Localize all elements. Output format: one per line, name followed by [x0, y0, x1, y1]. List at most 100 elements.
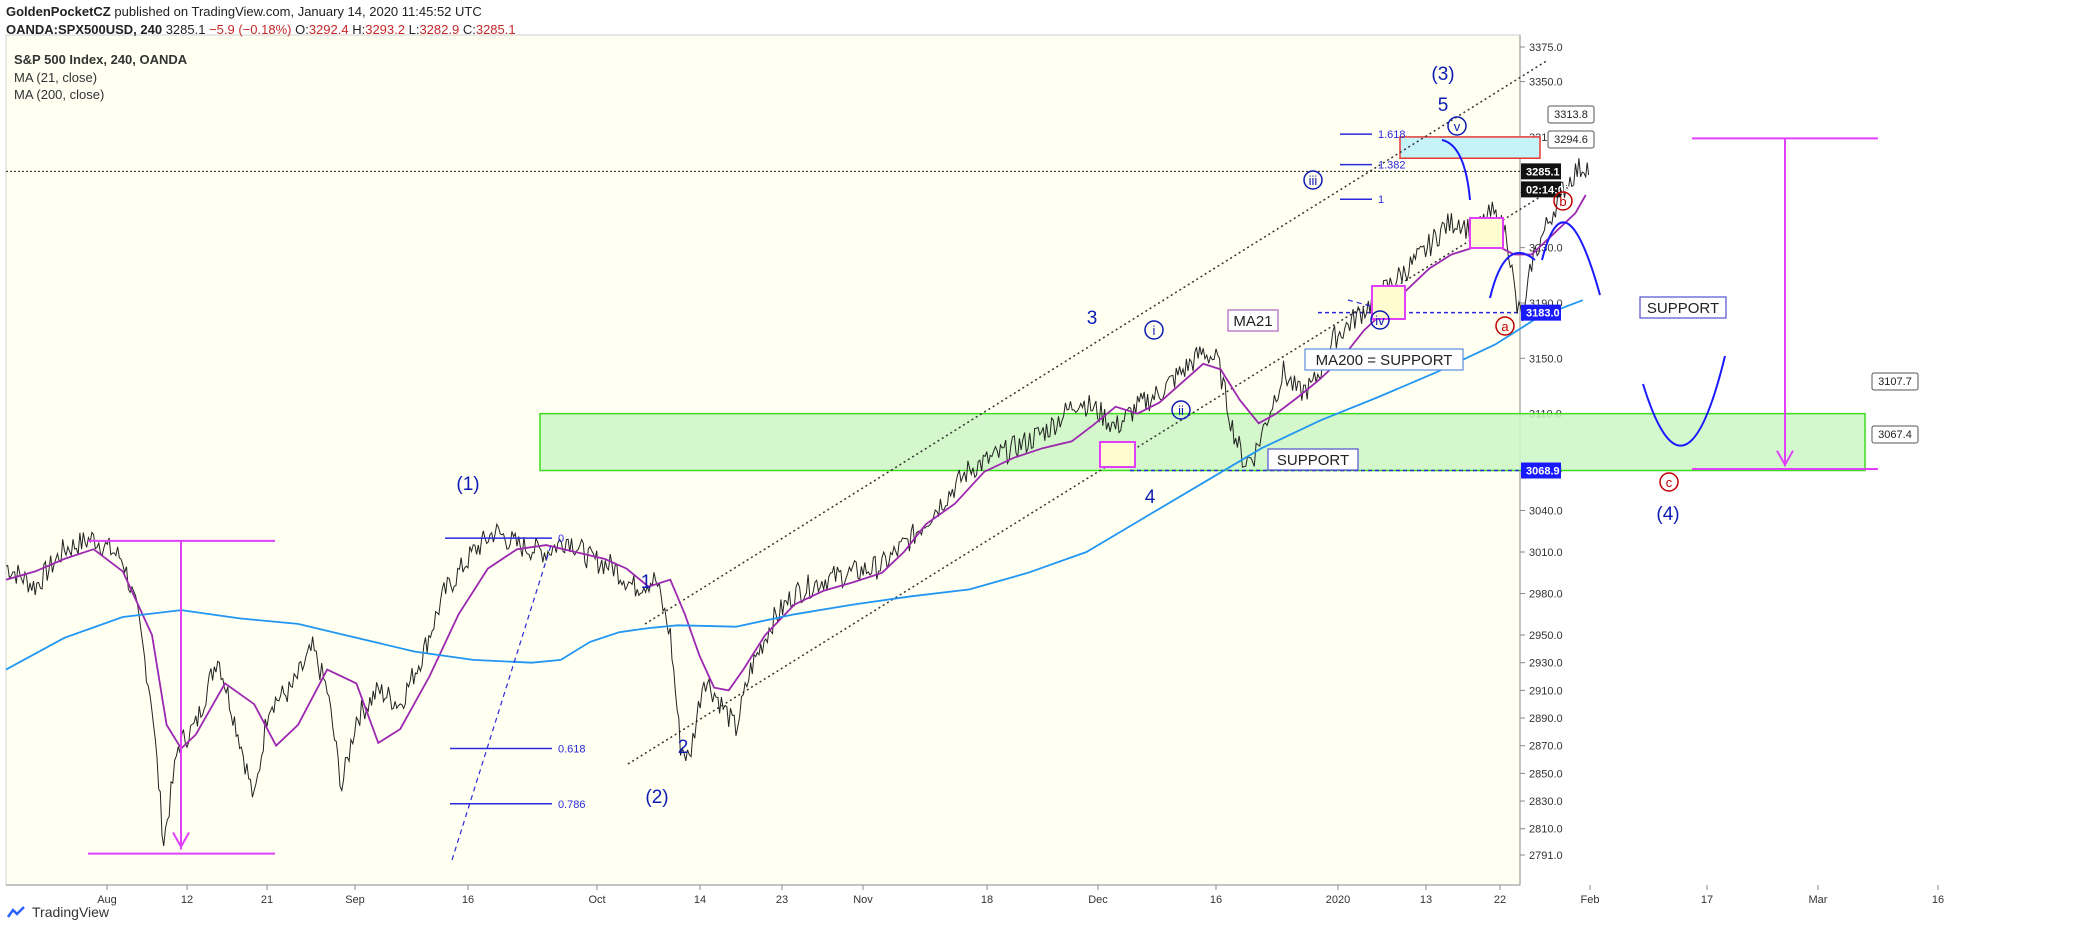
footer: TradingView — [6, 904, 109, 920]
subwave-i: i — [1153, 323, 1156, 338]
subwave-iv: iv — [1375, 313, 1385, 328]
fib-trend-line — [451, 541, 553, 861]
tag-current-price: 3285.1 — [1526, 166, 1560, 178]
legend-ma200[interactable]: MA (200, close) — [14, 87, 105, 102]
callout-3313-box — [1547, 105, 1595, 124]
annotation-support-upper-box — [1639, 296, 1727, 319]
y-tick-label: 2910.0 — [1529, 685, 1563, 697]
y-tick-label: 2870.0 — [1529, 741, 1563, 753]
marker-box-b — [1469, 217, 1504, 249]
wave-label-2: 2 — [678, 737, 689, 758]
range-arrowhead-2 — [1776, 450, 1794, 467]
callout-3067: 3067.4 — [1878, 429, 1912, 441]
low-value: 3282.9 — [419, 22, 460, 37]
abc-label-a-circle — [1495, 316, 1515, 336]
annotation-ma21: MA21 — [1233, 313, 1272, 330]
author-name[interactable]: GoldenPocketCZ — [6, 4, 111, 19]
tradingview-brand[interactable]: TradingView — [32, 904, 110, 920]
fib-0618-label: 0.618 — [558, 743, 586, 755]
annotation-support-upper: SUPPORT — [1647, 300, 1719, 317]
y-tick-label: 2890.0 — [1529, 713, 1563, 725]
callout-3294: 3294.6 — [1554, 134, 1588, 146]
ohlc-line: OANDA:SPX500USD, 240 3285.1 −5.9 (−0.18%… — [6, 22, 516, 37]
wave-label-4-major: (4) — [1656, 504, 1679, 525]
x-tick-label: 17 — [1701, 894, 1713, 906]
wave-label-1-major: (1) — [456, 474, 479, 495]
fib-1382-label: 1.382 — [1378, 160, 1406, 172]
x-tick-label: 23 — [776, 894, 788, 906]
wave-label-5: 5 — [1438, 95, 1449, 116]
x-tick-label: Dec — [1088, 894, 1108, 906]
annotation-ma200-support: MA200 = SUPPORT — [1316, 352, 1453, 369]
legend-ma21[interactable]: MA (21, close) — [14, 70, 98, 85]
high-value: 3293.2 — [365, 22, 405, 37]
publish-info: published on TradingView.com, January 14… — [114, 4, 482, 19]
tradingview-logo-icon — [6, 906, 25, 918]
projection-arrow-2 — [1489, 251, 1536, 299]
marker-box-4 — [1099, 441, 1136, 468]
callout-3107-box — [1871, 372, 1919, 391]
callout-3107: 3107.7 — [1878, 376, 1912, 388]
callout-3313: 3313.8 — [1554, 109, 1588, 121]
x-tick-label: 21 — [261, 894, 273, 906]
fib-1-label: 1 — [1378, 194, 1384, 206]
close-label: C: — [462, 22, 476, 37]
chart-title: S&P 500 Index, 240, OANDA — [14, 52, 188, 67]
annotation-ma21-box — [1227, 309, 1279, 332]
y-tick-label: 3010.0 — [1529, 547, 1563, 559]
x-tick-label: 14 — [694, 894, 706, 906]
y-tick-label: 3150.0 — [1529, 353, 1563, 365]
projection-arrow-3 — [1541, 221, 1601, 296]
fib-0-label: 0 — [558, 533, 564, 545]
tag-support-3068: 3068.9 — [1526, 466, 1560, 478]
y-tick-label: 3375.0 — [1529, 42, 1563, 54]
subwave-iv-circle — [1370, 310, 1390, 330]
wave-label-1: 1 — [641, 572, 652, 593]
abc-label-b: b — [1559, 194, 1566, 209]
target-zone — [1399, 136, 1541, 159]
annotation-ma200-support-box — [1304, 348, 1464, 371]
range-arrowhead-1 — [172, 832, 190, 849]
x-tick-label: 12 — [181, 894, 193, 906]
fib-1618-label: 1.618 — [1378, 129, 1406, 141]
wave-label-3-major: (3) — [1431, 64, 1454, 85]
y-tick-label: 3040.0 — [1529, 505, 1563, 517]
fib-0786-label: 0.786 — [558, 799, 586, 811]
subwave-ii: ii — [1178, 403, 1184, 418]
x-tick-label: Nov — [853, 894, 873, 906]
y-tick-label: 2850.0 — [1529, 768, 1563, 780]
subwave-iii-circle — [1303, 170, 1323, 190]
callout-3294-box — [1547, 130, 1595, 149]
y-tick-label: 2980.0 — [1529, 589, 1563, 601]
wave-label-4: 4 — [1145, 487, 1156, 508]
tag-current-price-bg — [1521, 163, 1561, 180]
y-tick-label: 2930.0 — [1529, 658, 1563, 670]
tag-support-3183-bg — [1521, 304, 1561, 321]
publish-line: GoldenPocketCZ published on TradingView.… — [6, 4, 482, 19]
projection-arrow-4 — [1642, 355, 1726, 447]
abc-label-c-circle — [1659, 472, 1679, 492]
callout-3067-box — [1871, 425, 1919, 444]
x-tick-label: Aug — [97, 894, 117, 906]
annotation-support-lower-box — [1267, 448, 1359, 471]
support-zone — [539, 412, 1866, 472]
abc-label-b-circle — [1553, 191, 1573, 211]
x-tick-label: Mar — [1809, 894, 1828, 906]
x-tick-label: 16 — [1210, 894, 1222, 906]
x-tick-label: 13 — [1420, 894, 1432, 906]
symbol-label: OANDA:SPX500USD, 240 — [6, 22, 163, 37]
y-tick-label: 2791.0 — [1529, 850, 1563, 862]
x-tick-label: 2020 — [1326, 894, 1350, 906]
subwave-i-circle — [1144, 320, 1164, 340]
high-label: H: — [352, 22, 366, 37]
y-tick-label: 3350.0 — [1529, 77, 1563, 89]
tag-support-3183: 3183.0 — [1526, 308, 1560, 320]
x-tick-label: Sep — [345, 894, 365, 906]
subwave-v: v — [1454, 119, 1461, 134]
last-price: 3285.1 — [165, 22, 206, 37]
x-tick-label: 22 — [1494, 894, 1506, 906]
low-label: L: — [408, 22, 420, 37]
tag-support-3068-bg — [1521, 462, 1561, 479]
x-tick-label: 16 — [1932, 894, 1944, 906]
